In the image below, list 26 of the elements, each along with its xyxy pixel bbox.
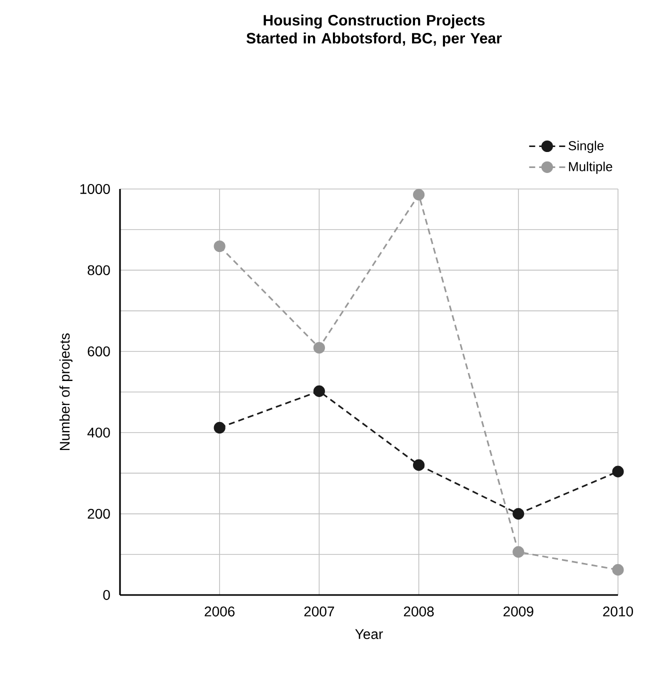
x-axis-title: Year (355, 629, 383, 640)
point (214, 240, 226, 252)
y-tick-label: 200 (88, 508, 110, 519)
x-tick-label: 2008 (404, 606, 434, 616)
y-tick-label: 600 (88, 346, 110, 356)
y-tick-label: 400 (87, 428, 110, 438)
point (612, 466, 624, 478)
point (313, 342, 325, 354)
point (313, 385, 325, 397)
point (214, 422, 226, 434)
y-tick-label: 0 (103, 590, 110, 600)
y-tick-label: 1000 (80, 184, 110, 194)
x-tick-label: 2007 (304, 606, 334, 616)
point (412, 459, 425, 471)
point (512, 546, 524, 558)
point (412, 188, 425, 200)
point (612, 564, 624, 576)
x-tick-label: 2010 (603, 606, 634, 616)
point (512, 508, 524, 520)
legend-label: Single (568, 140, 604, 153)
x-tick-label: 2009 (504, 606, 534, 616)
legend-label: Multiple (569, 162, 612, 174)
y-axis-title: Number of projects (59, 333, 72, 450)
x-tick-label: 2006 (204, 606, 235, 616)
y-tick-label: 800 (88, 265, 110, 276)
chart-title: Housing Construction Projects Started in Abbotsford, BC, per Year (246, 14, 502, 47)
